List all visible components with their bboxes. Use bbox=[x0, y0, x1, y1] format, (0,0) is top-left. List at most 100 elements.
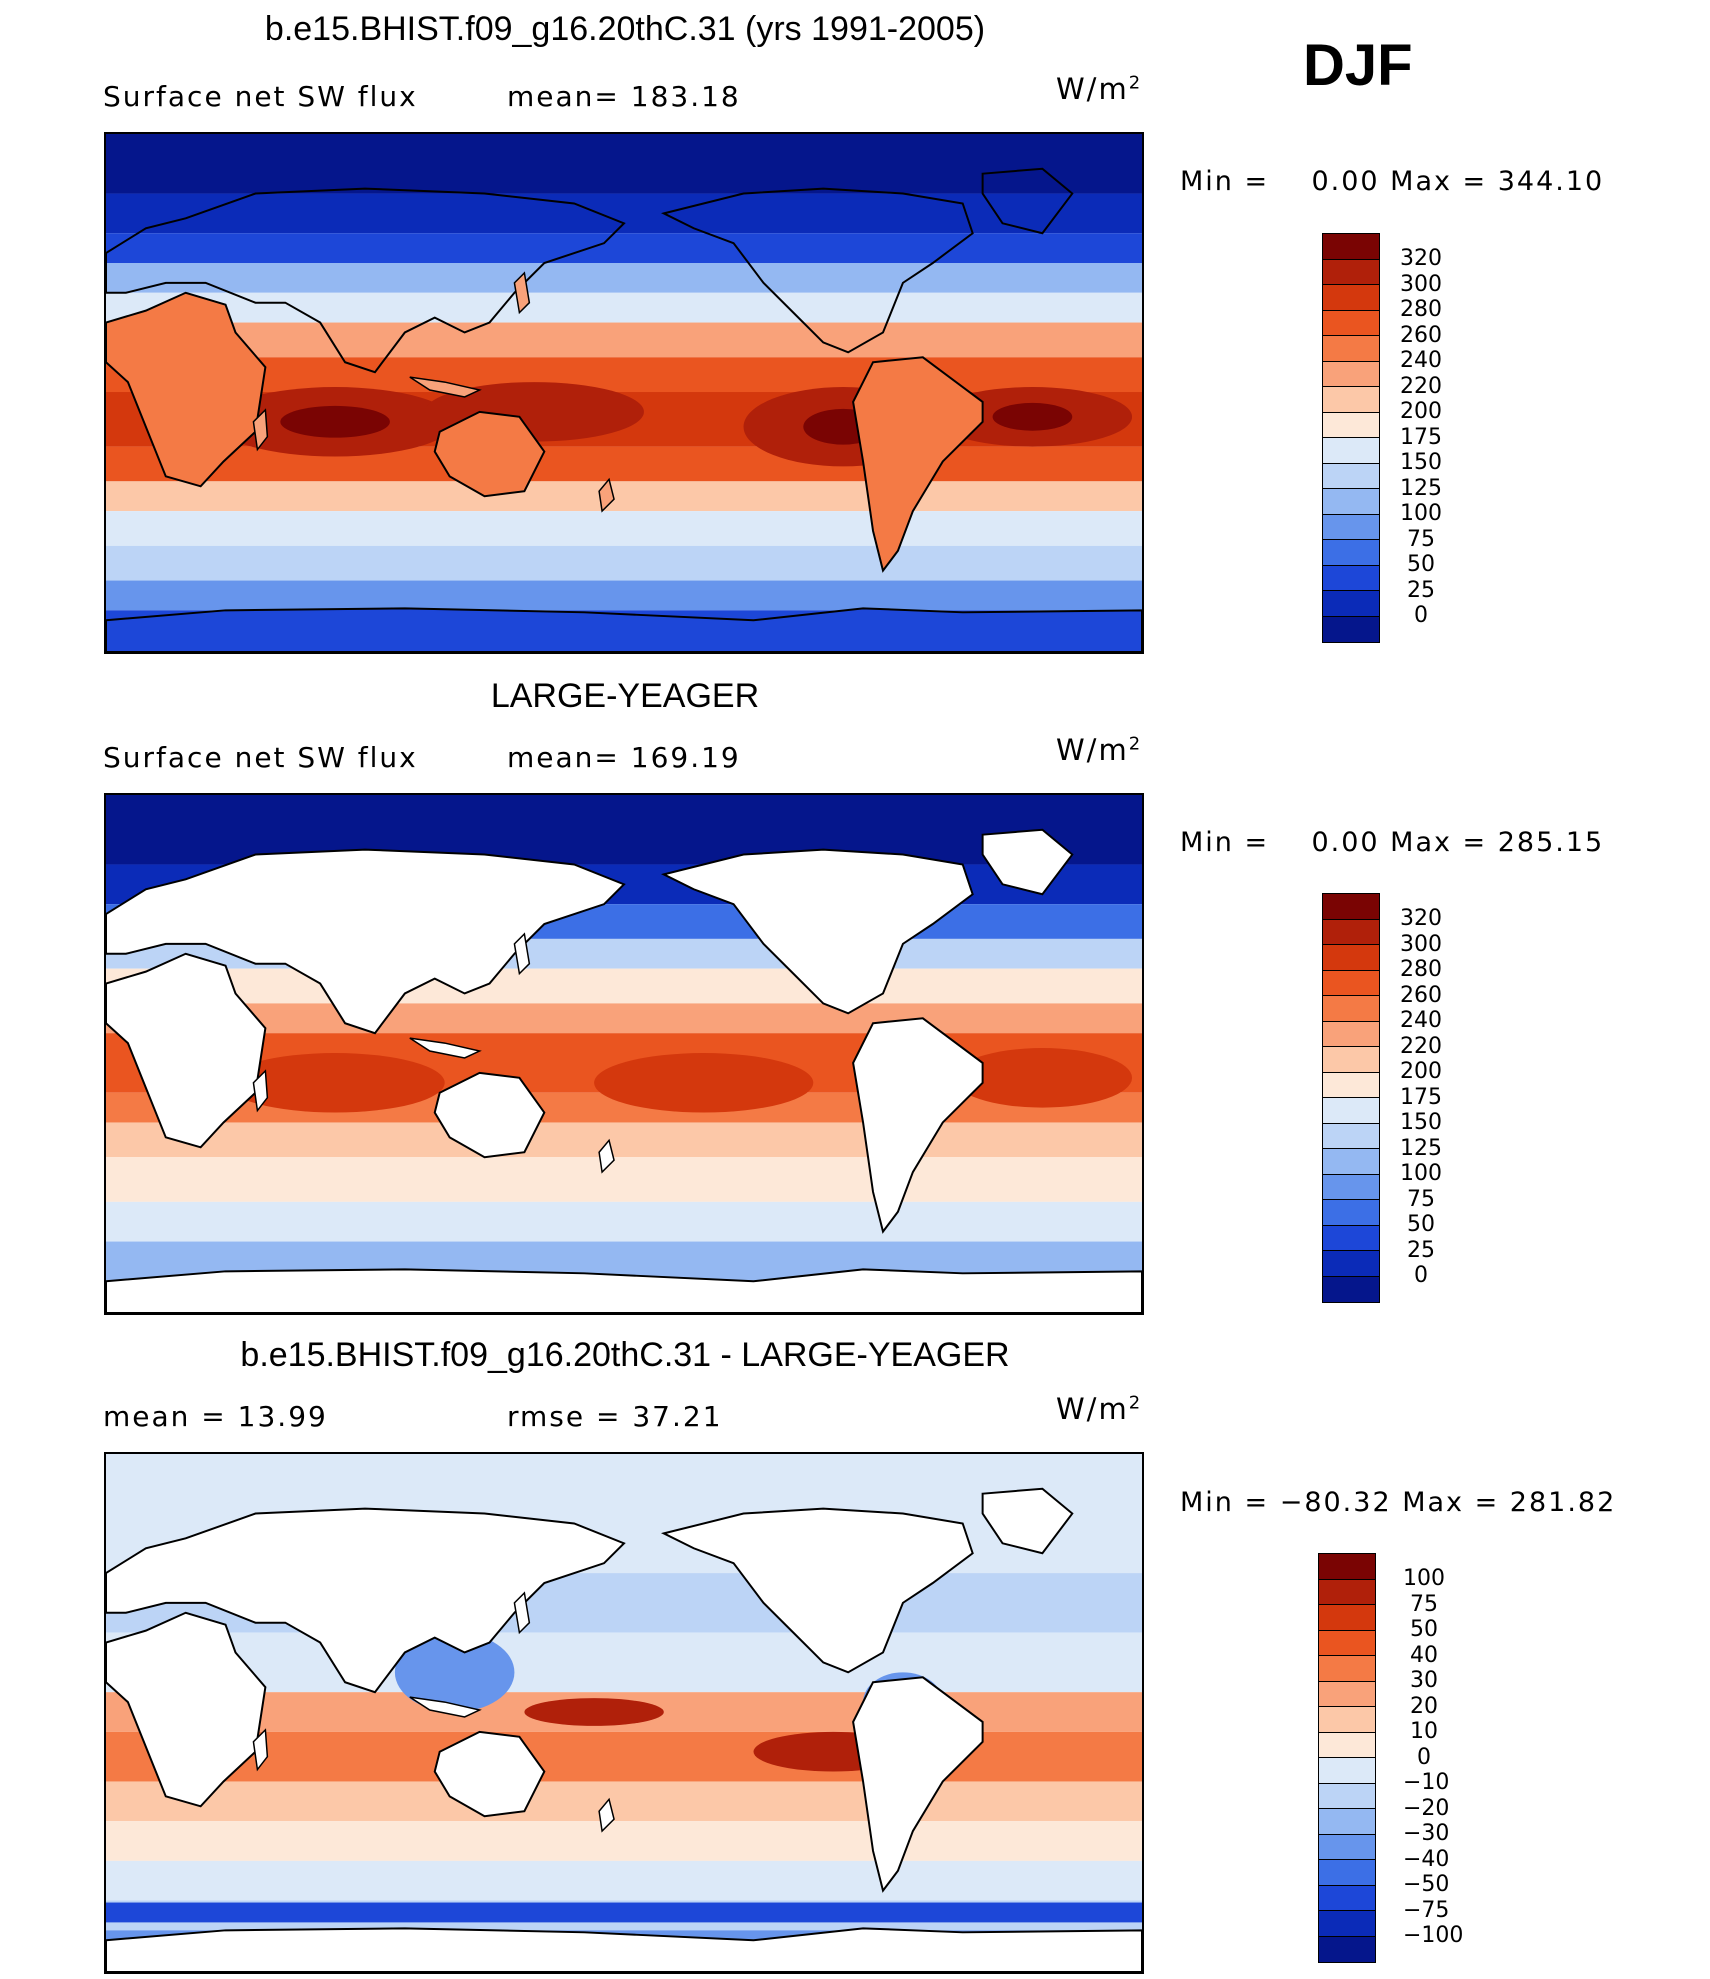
colorbar-swatch bbox=[1323, 996, 1379, 1022]
continent-namerica bbox=[660, 848, 974, 1015]
colorbar-label: 0 bbox=[1417, 1744, 1431, 1770]
sw-flux-maximum bbox=[952, 1048, 1133, 1108]
colorbar-swatch bbox=[1319, 1554, 1375, 1580]
colorbar-swatch bbox=[1323, 387, 1379, 413]
colorbar-swatch bbox=[1319, 1630, 1375, 1656]
sw-flux-band bbox=[106, 134, 1142, 194]
continent-samerica bbox=[852, 356, 984, 573]
continent-antarctica bbox=[106, 1927, 1142, 1972]
colorbar-label: −10 bbox=[1403, 1770, 1450, 1795]
colorbar-label: 260 bbox=[1400, 322, 1442, 348]
colorbar-label: 25 bbox=[1407, 1237, 1435, 1263]
sw-flux-band bbox=[106, 357, 1142, 393]
sw-flux-band bbox=[106, 263, 1142, 293]
map-svg bbox=[106, 134, 1142, 652]
map-svg bbox=[106, 1454, 1142, 1972]
colorbar-swatch bbox=[1319, 1885, 1375, 1911]
continent-greenland bbox=[981, 828, 1074, 896]
colorbar-swatch bbox=[1319, 1656, 1375, 1682]
island-madagascar bbox=[252, 1728, 269, 1772]
panel-2-minmax: Min = 0.00 Max = 285.15 bbox=[1180, 827, 1605, 858]
sw-flux-band bbox=[106, 481, 1142, 512]
colorbar-swatch bbox=[1323, 361, 1379, 387]
island-japan bbox=[513, 271, 531, 315]
colorbar-swatch bbox=[1323, 1123, 1379, 1149]
colorbar-swatch bbox=[1319, 1936, 1375, 1962]
sw-flux-band bbox=[106, 968, 1142, 1004]
panel-1-colorbar bbox=[1322, 233, 1380, 643]
colorbar-swatch bbox=[1323, 565, 1379, 591]
sw-flux-band bbox=[106, 1003, 1142, 1034]
continent-samerica bbox=[852, 1017, 984, 1234]
colorbar-swatch bbox=[1323, 894, 1379, 920]
continent-namerica bbox=[660, 1507, 974, 1674]
island-indonesia bbox=[409, 376, 482, 398]
sw-flux-peak bbox=[992, 402, 1073, 431]
colorbar-label: 0 bbox=[1414, 603, 1428, 628]
colorbar-label: 40 bbox=[1410, 1642, 1438, 1668]
island-nz bbox=[598, 477, 615, 513]
colorbar-label: 20 bbox=[1410, 1693, 1438, 1719]
sw-flux-band bbox=[106, 1201, 1142, 1242]
colorbar-swatch bbox=[1323, 1200, 1379, 1226]
continent-australia bbox=[433, 410, 546, 498]
colorbar-swatch bbox=[1319, 1860, 1375, 1886]
colorbar-swatch bbox=[1319, 1783, 1375, 1809]
colorbar-swatch bbox=[1323, 1149, 1379, 1175]
island-nz bbox=[598, 1797, 615, 1833]
panel-1-field-label: Surface net SW flux bbox=[103, 80, 418, 113]
sw-flux-band bbox=[106, 193, 1142, 234]
continent-samerica bbox=[852, 1676, 984, 1893]
continent-eurasia bbox=[106, 1507, 626, 1694]
sw-flux-diff-southern-band bbox=[106, 1902, 1142, 1923]
colorbar-swatch bbox=[1323, 616, 1379, 642]
panel-3-mean: mean = 13.99 bbox=[103, 1400, 328, 1433]
colorbar-swatch bbox=[1323, 336, 1379, 362]
continent-greenland bbox=[981, 167, 1074, 235]
colorbar-swatch bbox=[1323, 285, 1379, 311]
colorbar-label: 150 bbox=[1400, 450, 1442, 475]
continent-antarctica bbox=[106, 1268, 1142, 1313]
colorbar-label: 100 bbox=[1403, 1566, 1445, 1591]
colorbar-swatch bbox=[1319, 1605, 1375, 1631]
panel-2-map bbox=[104, 793, 1144, 1315]
panel-2-units: W/m2 bbox=[1056, 733, 1141, 767]
colorbar-swatch bbox=[1319, 1707, 1375, 1733]
colorbar-swatch bbox=[1319, 1732, 1375, 1758]
colorbar-swatch bbox=[1323, 540, 1379, 566]
colorbar-swatch bbox=[1319, 1911, 1375, 1937]
colorbar-label: 0 bbox=[1414, 1263, 1428, 1288]
colorbar-swatch bbox=[1323, 970, 1379, 996]
sw-flux-band bbox=[106, 511, 1142, 546]
colorbar-label: 30 bbox=[1410, 1668, 1438, 1693]
sw-flux-diff-positive bbox=[524, 1698, 664, 1726]
colorbar-label: 300 bbox=[1400, 931, 1442, 957]
sw-flux-band bbox=[106, 545, 1142, 581]
sw-flux-maximum bbox=[225, 1053, 445, 1113]
island-japan bbox=[513, 1591, 531, 1635]
panel-2-mean: mean= 169.19 bbox=[507, 741, 741, 774]
colorbar-label: 125 bbox=[1400, 475, 1442, 501]
colorbar-swatch bbox=[1319, 1809, 1375, 1835]
panel-2-colorbar bbox=[1322, 893, 1380, 1303]
colorbar-label: 200 bbox=[1400, 399, 1442, 424]
panel-3-map bbox=[104, 1452, 1144, 1974]
colorbar-label: 10 bbox=[1410, 1719, 1438, 1744]
island-madagascar bbox=[252, 408, 269, 452]
continent-eurasia bbox=[106, 187, 626, 374]
colorbar-label: 50 bbox=[1407, 552, 1435, 577]
island-japan bbox=[513, 932, 531, 976]
colorbar-swatch bbox=[1323, 234, 1379, 260]
colorbar-label: 175 bbox=[1400, 424, 1442, 450]
panel-2-title: LARGE-YEAGER bbox=[490, 677, 760, 715]
sw-flux-peak bbox=[280, 405, 390, 438]
sw-flux-diff-band bbox=[106, 1632, 1142, 1693]
colorbar-swatch bbox=[1323, 1174, 1379, 1200]
colorbar-label: 50 bbox=[1407, 1212, 1435, 1237]
colorbar-label: 260 bbox=[1400, 982, 1442, 1008]
colorbar-swatch bbox=[1323, 1251, 1379, 1277]
map-svg bbox=[106, 795, 1142, 1313]
colorbar-label: 300 bbox=[1400, 271, 1442, 297]
colorbar-label: 320 bbox=[1400, 246, 1442, 271]
continent-africa bbox=[106, 952, 267, 1149]
